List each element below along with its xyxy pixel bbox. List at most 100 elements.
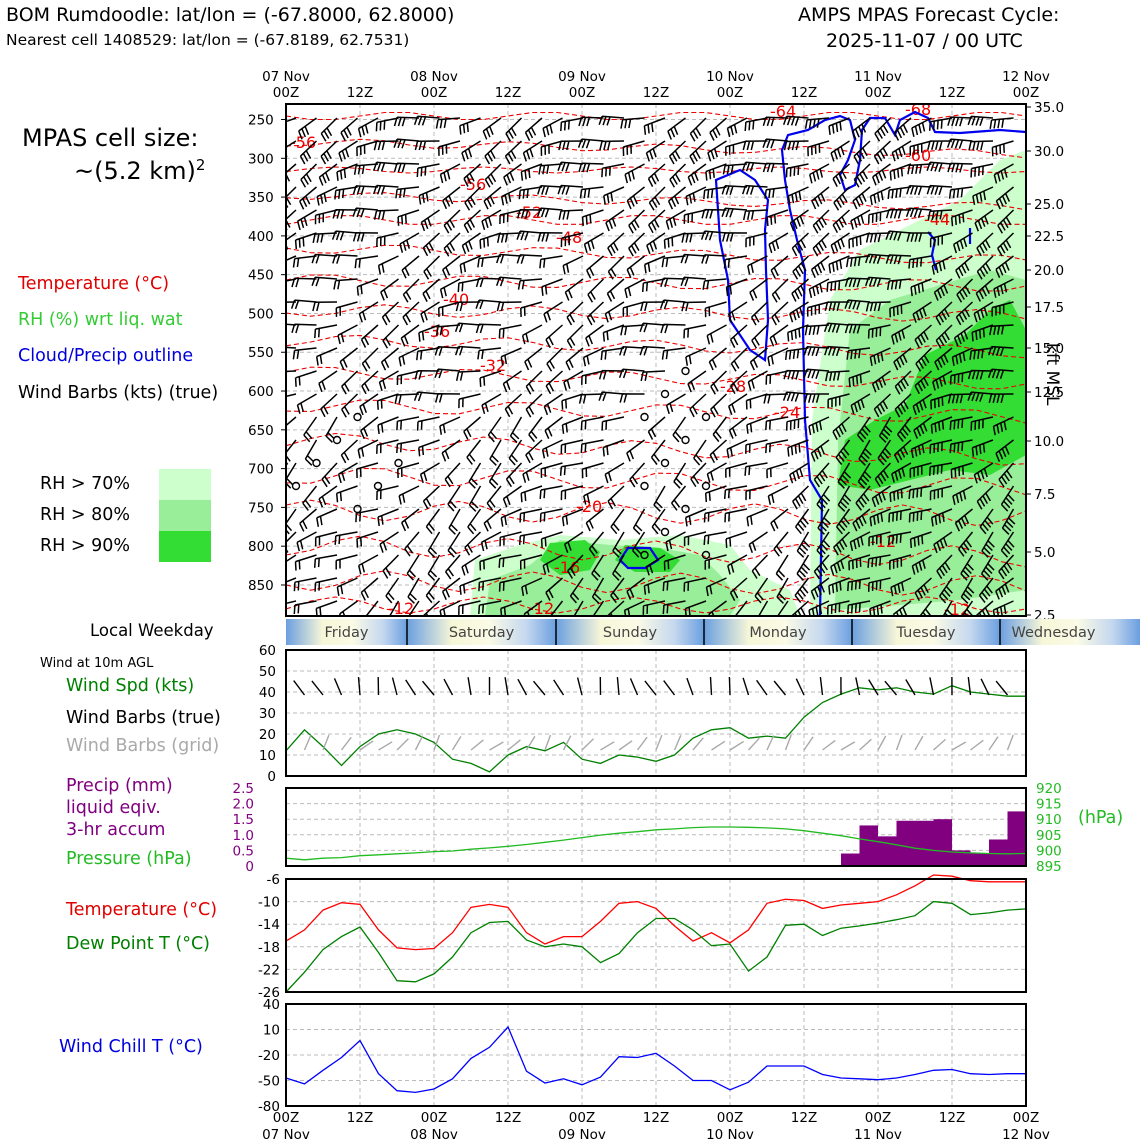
wind-barb xyxy=(826,278,850,292)
wind-barb xyxy=(545,577,563,601)
wind-barb xyxy=(775,554,789,581)
wind-barb xyxy=(312,232,338,244)
wind-barb xyxy=(893,439,912,463)
dewpoint-label: Dew Point T (°C) xyxy=(66,934,211,954)
temperature-contour xyxy=(286,499,1026,527)
wind-barb xyxy=(757,600,769,616)
wind-barb xyxy=(912,393,932,415)
wind-barb xyxy=(669,163,687,188)
wind-barb xyxy=(837,485,852,512)
calm-circle xyxy=(660,458,670,468)
wind-barb xyxy=(352,185,379,196)
wind-barb xyxy=(463,209,482,234)
wind-barb xyxy=(998,462,1015,488)
wind-barb xyxy=(406,554,420,581)
wind-barb xyxy=(286,416,297,437)
wind-barb xyxy=(500,347,522,366)
wind-barb xyxy=(356,140,379,157)
wind-barb xyxy=(689,117,707,142)
wind-barb xyxy=(558,140,584,151)
wind-barb xyxy=(499,209,522,225)
wind-barb xyxy=(685,347,707,366)
wind-barb xyxy=(888,508,912,523)
weekday-label: Wednesday xyxy=(1012,625,1096,641)
wind-barb xyxy=(639,322,666,333)
wind-barb xyxy=(336,163,358,181)
wind-barb xyxy=(948,186,973,199)
wind-barb xyxy=(747,255,768,275)
wind-barb xyxy=(951,347,973,367)
legend-barbs: Wind Barbs (kts) (true) xyxy=(18,383,219,403)
wind-barb xyxy=(932,370,953,391)
wind-barb xyxy=(518,531,543,545)
wind-barb xyxy=(727,301,748,323)
wind-barb xyxy=(540,531,563,548)
surface-wind-barb xyxy=(905,679,916,696)
wind-barb xyxy=(952,232,973,254)
wind-barb xyxy=(765,370,789,385)
cell-size-label: MPAS cell size: xyxy=(22,124,199,152)
weekday-label: Saturday xyxy=(449,625,515,641)
surface-wind-barb xyxy=(504,677,509,696)
wind-barb xyxy=(782,115,809,126)
wind-barb xyxy=(949,370,973,385)
temp-series-line xyxy=(285,900,1027,993)
wind-barb xyxy=(646,232,666,255)
wind-barb xyxy=(536,207,563,218)
wind-barb xyxy=(581,209,604,226)
wind-barb xyxy=(950,462,973,479)
wind-barbs-true-label: Wind Barbs (true) xyxy=(66,708,221,728)
wind-barb xyxy=(767,347,789,367)
wind-barb xyxy=(360,324,379,348)
wind-barb xyxy=(396,416,420,431)
wind-barb xyxy=(438,301,461,317)
wind-barb xyxy=(960,577,975,604)
wind-barb xyxy=(325,416,338,443)
wind-barb xyxy=(439,278,461,299)
precip-tick-label: 0.5 xyxy=(233,843,254,859)
top-hour-label: 12Z xyxy=(643,85,669,101)
wind-barb xyxy=(286,531,297,553)
wind-barb xyxy=(468,462,482,489)
wind-barb xyxy=(294,370,317,387)
wind-barb xyxy=(464,531,482,556)
wind-barb xyxy=(404,531,420,557)
wind-barb xyxy=(683,324,707,339)
wind-barb xyxy=(828,255,850,274)
wind-barb xyxy=(607,232,625,257)
wind-barb xyxy=(468,485,482,512)
precip-bar xyxy=(841,853,860,866)
legend-rh80-swatch xyxy=(159,500,211,531)
wind-barb xyxy=(645,554,666,576)
wind-barb xyxy=(892,600,912,616)
wind-barb xyxy=(524,347,543,371)
wind-barb xyxy=(314,324,338,339)
wind-barb xyxy=(562,255,584,275)
surface-wind-barb xyxy=(819,677,824,696)
wind-barb xyxy=(748,531,768,554)
wind-barb xyxy=(665,209,686,230)
wind-barb xyxy=(286,209,297,231)
cell-size-value: ~(5.2 km)2 xyxy=(74,156,206,185)
wind-barb xyxy=(826,600,850,615)
wind-barb xyxy=(441,577,461,601)
wind-barb xyxy=(672,416,687,443)
wind-barb xyxy=(583,485,604,505)
wind-barb xyxy=(335,554,358,570)
wind-barb xyxy=(528,416,543,443)
wind-barb xyxy=(543,301,563,323)
wind-barb xyxy=(623,600,645,616)
wind-barb xyxy=(684,508,707,527)
windchill-panel-frame xyxy=(285,1003,1027,1107)
wind-barb xyxy=(988,393,1014,403)
wind-10m-title: Wind at 10m AGL xyxy=(40,656,154,671)
wind-barb xyxy=(848,370,871,388)
wind-barb xyxy=(376,439,399,454)
wind-barb xyxy=(320,117,338,142)
wind-barb xyxy=(315,347,338,366)
wind-barb xyxy=(710,370,728,395)
wind-barb xyxy=(897,416,912,442)
wind-barb xyxy=(751,554,769,579)
grid-wind-barb xyxy=(822,739,836,751)
wind-barb xyxy=(521,577,543,597)
